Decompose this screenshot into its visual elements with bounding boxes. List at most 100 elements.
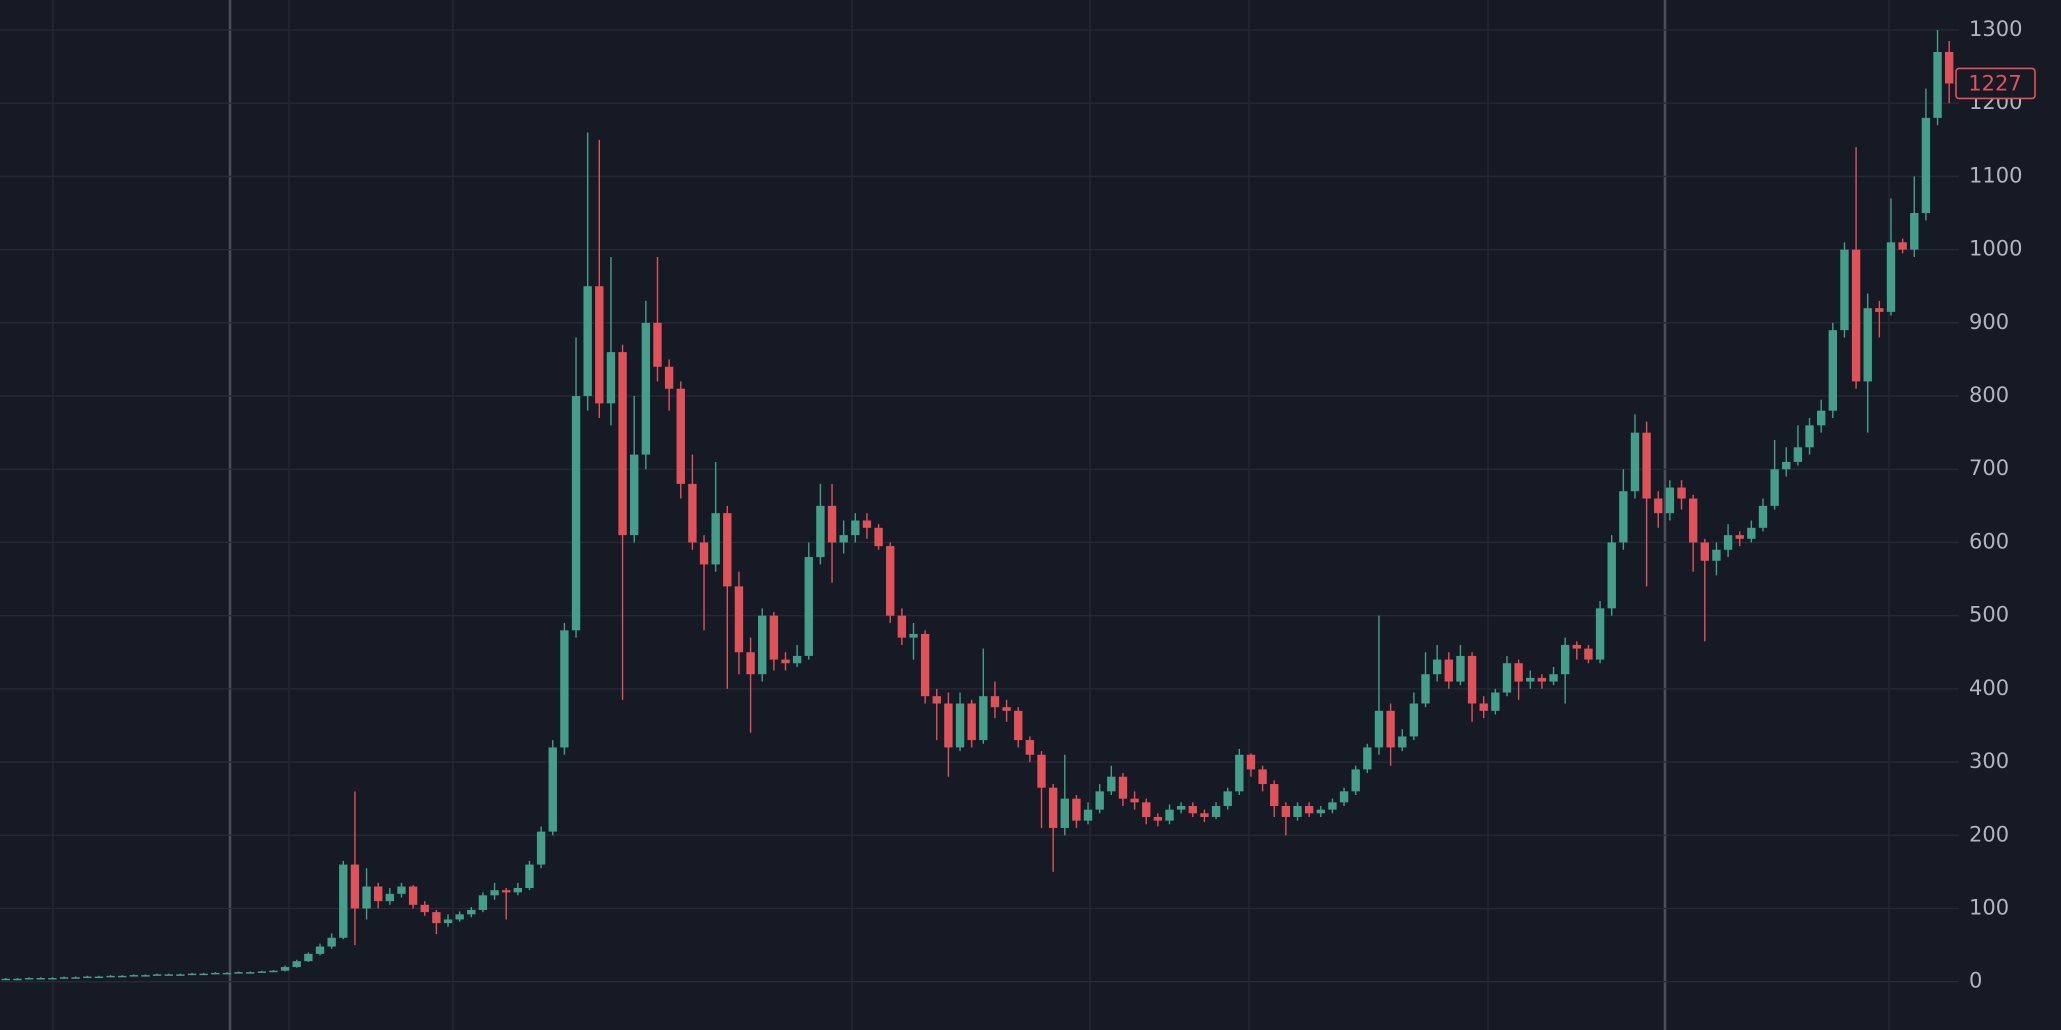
candle-body	[851, 520, 860, 536]
candle-body	[1619, 491, 1628, 543]
candle-body	[630, 454, 639, 536]
y-tick-label: 1100	[1969, 163, 2022, 187]
candle-body	[455, 914, 464, 920]
candle-body	[164, 974, 173, 976]
candle-body	[1560, 644, 1570, 675]
candle-body	[1886, 242, 1896, 312]
candle-body	[804, 557, 813, 656]
candle-body	[1805, 425, 1814, 448]
candle-body	[1456, 655, 1465, 682]
candle-body	[1014, 710, 1023, 741]
candle-body	[1910, 213, 1919, 250]
candle-body	[1060, 798, 1069, 828]
candle-body	[1095, 791, 1104, 810]
candle-body	[874, 527, 883, 547]
candle-body	[1386, 710, 1395, 748]
candle-body	[1770, 469, 1779, 506]
candle-body	[304, 953, 313, 962]
candle-body	[1421, 674, 1430, 704]
candle-body	[362, 886, 371, 909]
candle-body	[1281, 805, 1291, 817]
candle-body	[1432, 659, 1442, 675]
candle-body	[234, 972, 243, 974]
candle-body	[1072, 798, 1081, 821]
candle-body	[420, 904, 429, 913]
candle-body	[990, 696, 1000, 708]
candle-body	[1921, 117, 1931, 214]
candle-body	[1083, 809, 1093, 821]
candle-body	[606, 352, 616, 404]
candle-body	[583, 286, 592, 397]
candle-body	[211, 972, 220, 975]
candle-body	[1595, 608, 1605, 660]
candle-body	[141, 975, 150, 977]
candle-body	[1735, 535, 1744, 539]
candle-body	[1165, 809, 1174, 821]
candle-body	[1316, 809, 1325, 814]
candle-body	[385, 893, 395, 902]
candle-body	[1840, 249, 1849, 331]
candle-body	[653, 322, 662, 367]
candle-body	[1363, 747, 1372, 770]
candle-body	[792, 655, 802, 664]
candle-body	[664, 366, 674, 389]
candle-body	[1374, 710, 1384, 748]
candle-body	[280, 967, 290, 971]
candle-body	[525, 864, 534, 888]
candle-body	[339, 864, 348, 938]
candle-body	[502, 890, 511, 893]
candle-body	[932, 696, 941, 704]
candle-body	[1793, 447, 1803, 462]
candle-body	[967, 703, 976, 741]
candle-body	[711, 513, 720, 565]
candle-body	[467, 909, 476, 915]
candle-body	[71, 977, 80, 979]
candle-body	[1642, 432, 1651, 499]
y-tick-label: 900	[1969, 310, 2009, 334]
candle-body	[886, 546, 895, 616]
candle-body	[536, 831, 546, 865]
candle-body	[641, 322, 651, 455]
candle-body	[1048, 787, 1058, 828]
candle-body	[979, 696, 988, 741]
candle-body	[1339, 791, 1349, 803]
candle-body	[1293, 805, 1302, 817]
candle-body	[1130, 798, 1139, 803]
candle-body	[1491, 692, 1500, 711]
candle-body	[920, 633, 930, 697]
candle-body	[350, 864, 360, 909]
candle-body	[48, 978, 57, 980]
candle-body	[1444, 659, 1453, 682]
candle-body	[1514, 663, 1523, 682]
candle-body	[1677, 487, 1686, 499]
candle-body	[117, 975, 127, 978]
candle-body	[1526, 677, 1535, 682]
candle-body	[1118, 776, 1128, 799]
candle-body	[443, 919, 453, 924]
candle-body	[1607, 542, 1616, 609]
candle-body	[688, 483, 697, 543]
candle-body	[36, 978, 45, 980]
y-tick-label: 200	[1969, 822, 2009, 846]
candle-body	[513, 887, 523, 893]
candle-body	[408, 886, 418, 905]
candle-body	[327, 937, 336, 947]
candle-body	[1933, 51, 1942, 118]
y-tick-label: 400	[1969, 676, 2009, 700]
candle-body	[1898, 242, 1907, 250]
candle-body	[257, 971, 267, 973]
candle-body	[1, 978, 11, 981]
candle-body	[269, 970, 278, 973]
candle-body	[1025, 740, 1035, 755]
candle-body	[746, 652, 755, 675]
y-tick-label: 500	[1969, 603, 2009, 627]
y-tick-label: 0	[1969, 969, 1982, 993]
candle-body	[1549, 674, 1558, 682]
candle-body	[955, 703, 965, 748]
candle-body	[769, 615, 779, 660]
candle-body	[1142, 802, 1151, 817]
candle-body	[1002, 707, 1011, 711]
candle-body	[1153, 816, 1163, 821]
candle-body	[199, 973, 208, 976]
candle-body	[1700, 542, 1709, 561]
